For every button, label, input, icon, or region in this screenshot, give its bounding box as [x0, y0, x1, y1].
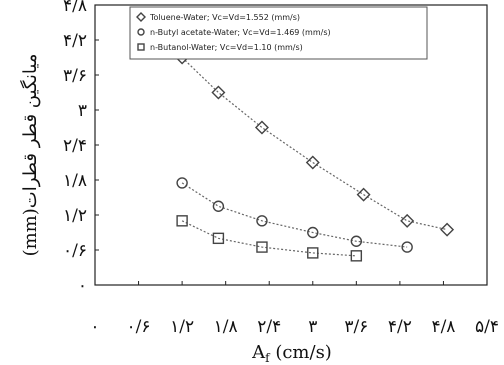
data-point	[307, 247, 319, 259]
data-point	[176, 177, 188, 189]
legend-box	[129, 6, 428, 60]
y-axis-ticks: ۰ ۰/۶ ۱/۲ ۱/۸ ۲/۴ ۳ ۳/۶ ۴/۲ ۴/۸	[63, 0, 99, 296]
data-point	[254, 120, 269, 135]
x-tick-label: ۰/۶	[127, 317, 151, 337]
series-markers	[175, 50, 455, 262]
series-line	[181, 220, 357, 257]
data-point	[256, 215, 268, 227]
data-point	[401, 241, 413, 253]
x-tick-label: ۳/۶	[344, 317, 368, 337]
x-tick-label: ۱/۲	[170, 317, 194, 337]
x-tick-label: ۱/۸	[214, 317, 238, 337]
y-tick-label: ۴/۸	[63, 0, 87, 16]
data-point	[212, 200, 225, 212]
legend-label: Toluene-Water; Vc=Vd=1.552 (mm/s)	[149, 13, 300, 22]
series-lines	[181, 57, 448, 257]
x-tick-label: ۴/۲	[388, 317, 412, 337]
data-point	[305, 155, 320, 170]
legend-marker	[136, 12, 146, 22]
x-tick-label: ۲/۴	[257, 317, 281, 337]
y-tick-label: ۱/۲	[63, 206, 87, 226]
legend-label: n-Butyl acetate-Water; Vc=Vd=1.469 (mm/s…	[150, 28, 331, 37]
y-tick-label: ۰/۶	[63, 241, 87, 261]
series-line	[181, 57, 448, 231]
x-axis-ticks: ۰ ۰/۶ ۱/۲ ۱/۸ ۲/۴ ۳ ۳/۶ ۴/۲ ۴/۸ ۵/۴	[90, 281, 499, 337]
y-tick-label: ۳	[78, 101, 87, 121]
data-point	[256, 241, 268, 253]
y-tick-label: ۱/۸	[63, 171, 87, 191]
data-point	[440, 222, 455, 237]
legend-marker	[137, 28, 145, 36]
legend-label: n-Butanol-Water; Vc=Vd=1.10 (mm/s)	[150, 43, 303, 52]
y-tick-label: ۰	[78, 276, 87, 296]
legend: Toluene-Water; Vc=Vd=1.552 (mm/s) n-Butyl…	[129, 6, 428, 60]
x-tick-label: ۳	[308, 317, 317, 337]
y-tick-label: ۴/۲	[63, 31, 87, 51]
x-axis-title: Af (cm/s)	[251, 342, 332, 365]
data-point	[307, 226, 319, 239]
y-tick-label: ۲/۴	[63, 136, 87, 156]
legend-marker	[137, 43, 145, 51]
data-point	[212, 232, 225, 245]
y-tick-label: ۳/۶	[63, 66, 87, 86]
data-point	[211, 85, 226, 100]
x-tick-label: ۵/۴	[475, 317, 499, 337]
data-point	[400, 213, 415, 228]
y-axis-title: میانگین قطر قطرات(mm)	[19, 54, 41, 257]
data-point	[356, 187, 371, 202]
x-tick-label: ۴/۸	[431, 317, 455, 337]
data-point	[350, 250, 363, 262]
data-point	[176, 215, 188, 227]
data-point	[350, 235, 363, 247]
x-tick-label: ۰	[90, 317, 99, 337]
